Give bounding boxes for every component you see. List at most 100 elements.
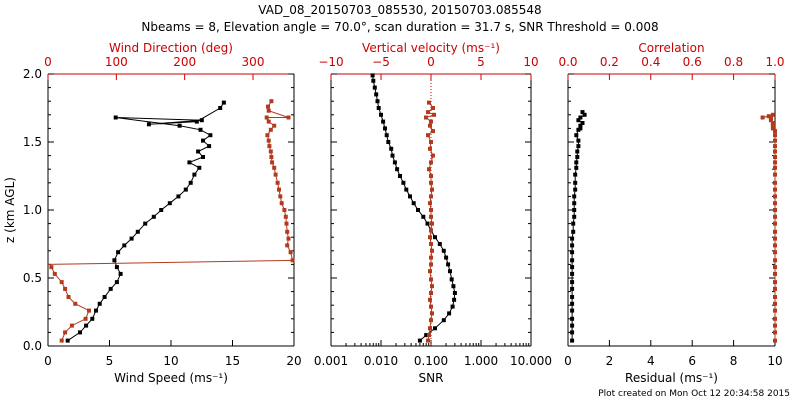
series-middle-1-point — [429, 291, 433, 295]
y-tick-label: 0.5 — [23, 271, 42, 285]
series-right-1-point — [766, 114, 771, 119]
series-right-0-point — [580, 121, 585, 125]
series-middle-0-point — [425, 221, 430, 226]
series-left-0-point — [221, 100, 226, 105]
series-middle-1-point — [429, 160, 433, 165]
series-middle-1-point — [429, 262, 433, 267]
y-tick-label: 2.0 — [23, 67, 42, 81]
series-left-1-point — [265, 133, 270, 138]
x-top-tick-label: 100 — [105, 55, 128, 69]
series-middle-0-line — [372, 75, 456, 341]
series-right-0-point — [573, 187, 578, 192]
series-middle-1-point — [430, 284, 434, 289]
series-left-0-point — [116, 250, 121, 255]
series-middle-0-point — [451, 284, 456, 289]
series-right-0-point — [570, 338, 575, 343]
series-left-0-point — [135, 229, 140, 234]
series-right-1-point — [773, 138, 777, 143]
series-right-1-point — [773, 180, 777, 185]
series-left-1-point — [266, 108, 271, 113]
series-left-0-point — [146, 122, 151, 127]
series-right-0-point — [570, 271, 575, 276]
series-right-1-point — [773, 160, 777, 165]
series-right-1-point — [773, 271, 777, 276]
series-left-1-point — [286, 115, 291, 120]
x-bottom-tick-label: 0 — [564, 354, 572, 368]
series-left-0-point — [183, 187, 188, 192]
series-middle-1-point — [429, 242, 433, 246]
series-left-1-point — [52, 271, 57, 276]
series-middle-1-point — [429, 140, 433, 144]
x-bottom-tick-label: 0.001 — [314, 354, 348, 368]
series-right-1-point — [773, 236, 777, 241]
series-right-0-point — [570, 280, 575, 285]
series-right-0-point — [570, 236, 575, 241]
series-right-0-point — [575, 149, 580, 154]
series-left-1-point — [272, 123, 277, 128]
x-bottom-axis-label: SNR — [419, 371, 444, 385]
series-middle-1-point — [429, 228, 433, 233]
series-right-1-point — [773, 149, 777, 154]
series-right-1-point — [773, 214, 777, 219]
series-middle-1-point — [428, 269, 432, 274]
series-left-0-point — [122, 243, 127, 248]
series-left-1-point — [285, 229, 290, 234]
series-right-1-point — [773, 250, 777, 255]
series-right-1-point — [770, 121, 775, 125]
series-right-0-point — [576, 144, 581, 149]
series-left-0-point — [177, 123, 182, 128]
series-right-1-point — [773, 165, 777, 170]
series-right-0-point — [578, 126, 583, 131]
series-middle-1-point — [429, 277, 433, 282]
series-right-1-point — [773, 323, 777, 328]
title-line-1: VAD_08_20150703_085530, 20150703.085548 — [258, 3, 541, 17]
series-left-0-point — [113, 115, 118, 120]
x-bottom-tick-label: 0 — [44, 354, 52, 368]
series-right-0-point — [570, 258, 575, 263]
series-middle-1-point — [428, 297, 432, 302]
series-middle-0-point — [398, 174, 402, 178]
series-left-1-point — [272, 165, 277, 170]
series-left-0-point — [112, 258, 117, 263]
series-right-1-point — [773, 280, 777, 285]
series-middle-1-point — [430, 311, 434, 316]
series-middle-1-point — [429, 194, 433, 199]
series-middle-0-point — [371, 78, 376, 83]
series-middle-0-point — [449, 277, 454, 282]
series-right-1-point — [760, 115, 765, 120]
series-middle-0-point — [384, 133, 389, 138]
series-middle-1-point — [430, 248, 434, 253]
direction-wrap-line — [47, 259, 295, 265]
series-right-1-point — [773, 172, 777, 177]
series-left-1-point — [66, 295, 71, 299]
x-bottom-tick-label: 0.010 — [364, 354, 398, 368]
series-left-1-line — [50, 100, 294, 341]
series-middle-0-point — [421, 214, 426, 219]
series-left-0-point — [201, 138, 205, 143]
x-top-tick-label: 0.6 — [683, 55, 702, 69]
x-bottom-axis-label: Wind Speed (ms⁻¹) — [114, 371, 228, 385]
x-top-axis-label: Wind Direction (deg) — [109, 41, 233, 55]
x-top-tick-label: 1.0 — [765, 55, 784, 69]
series-middle-0-point — [452, 297, 457, 302]
series-right-0-point — [573, 180, 578, 185]
series-middle-0-point — [448, 269, 452, 274]
series-right-0-point — [570, 243, 575, 248]
series-right-1-point — [773, 129, 777, 134]
series-left-0-point — [196, 149, 201, 154]
series-right-1-point — [773, 229, 777, 234]
series-middle-0-point — [383, 126, 387, 131]
series-left-1-point — [87, 308, 91, 313]
x-bottom-tick-label: 5 — [106, 354, 114, 368]
series-right-1-point — [773, 133, 777, 138]
series-right-0-point — [582, 112, 587, 117]
series-left-0-point — [118, 271, 123, 276]
series-right-0-point — [572, 201, 577, 206]
series-middle-0-point — [441, 248, 446, 253]
x-bottom-axis-label: Residual (ms⁻¹) — [625, 371, 718, 385]
series-right-0-point — [572, 194, 577, 199]
series-middle-1-point — [430, 221, 434, 226]
series-right-0-point — [571, 221, 576, 226]
series-middle-1-point — [432, 112, 436, 117]
